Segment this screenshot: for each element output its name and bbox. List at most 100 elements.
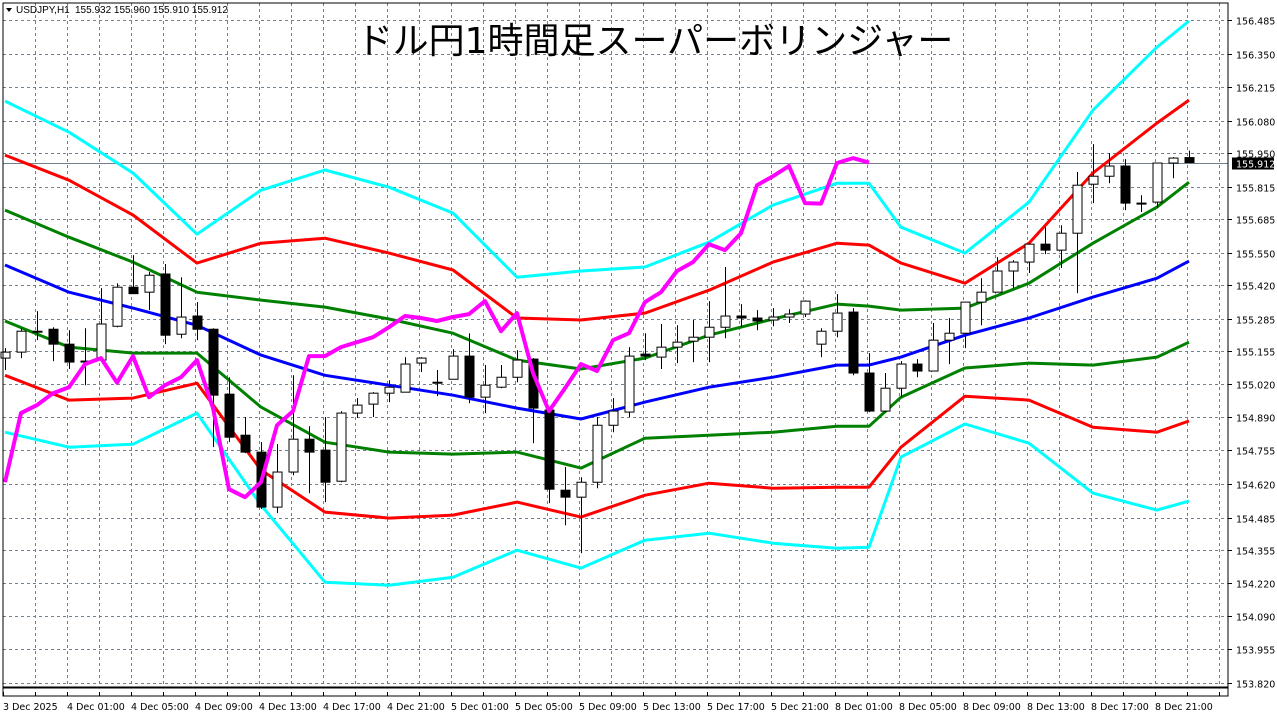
time-label: 5 Dec 09:00 — [579, 702, 637, 713]
candle — [816, 328, 827, 358]
candle — [1184, 150, 1195, 164]
price-label: 153.955 — [1236, 646, 1275, 657]
symbol-label: USDJPY,H1 — [16, 5, 70, 16]
candle — [480, 365, 491, 414]
triangle-down-icon[interactable] — [6, 8, 12, 12]
candle — [544, 409, 555, 504]
candle-body-bearish — [736, 315, 747, 319]
price-label: 154.755 — [1236, 447, 1275, 458]
price-label: 155.285 — [1236, 316, 1275, 327]
candle-body-bearish — [912, 363, 923, 372]
candle-body-bearish — [32, 330, 43, 333]
candle — [288, 375, 299, 476]
candle-body-bearish — [864, 372, 875, 412]
time-label: 4 Dec 17:00 — [323, 702, 381, 713]
time-axis[interactable]: 3 Dec 2025 4 Dec 01:00 4 Dec 05:00 4 Dec 09… — [3, 692, 1220, 713]
candle — [624, 347, 635, 418]
candle — [592, 417, 603, 489]
candle — [240, 417, 251, 454]
price-label: 155.020 — [1236, 381, 1275, 392]
candle-body-bullish — [832, 312, 843, 332]
candle-body-bullish — [1168, 157, 1179, 164]
current-price-box — [1232, 157, 1274, 170]
time-label: 5 Dec 21:00 — [771, 702, 829, 713]
candle — [1072, 172, 1083, 294]
time-label: 8 Dec 17:00 — [1091, 702, 1149, 713]
candle — [416, 357, 427, 373]
candle — [800, 300, 811, 318]
candle-body-bullish — [1088, 175, 1099, 185]
time-label: 4 Dec 21:00 — [387, 702, 445, 713]
price-label: 156.350 — [1236, 51, 1275, 62]
candle-body-bullish — [1072, 184, 1083, 234]
candle-body-bullish — [880, 387, 891, 412]
candle-body-bullish — [336, 412, 347, 482]
candle — [672, 325, 683, 364]
candle — [960, 301, 971, 349]
candle — [272, 444, 283, 514]
price-label: 155.950 — [1236, 150, 1275, 161]
time-label: 8 Dec 05:00 — [899, 702, 957, 713]
candle-body-bullish — [800, 300, 811, 315]
candle — [352, 398, 363, 419]
price-label: 155.815 — [1236, 184, 1275, 195]
candle-body-bullish — [976, 291, 987, 303]
candle-body-bullish — [816, 330, 827, 345]
candle — [176, 277, 187, 339]
price-axis[interactable]: 156.485 156.350 156.215 156.080 155.950 155.8… — [1228, 17, 1275, 691]
candle — [464, 333, 475, 404]
candle — [368, 392, 379, 418]
candle-body-bullish — [576, 481, 587, 498]
time-label: 4 Dec 09:00 — [195, 702, 253, 713]
candles — [0, 144, 1195, 554]
candle — [208, 328, 219, 448]
candle — [0, 348, 11, 371]
candle — [224, 377, 235, 443]
candle-body-bullish — [592, 424, 603, 483]
candle-body-bullish — [768, 316, 779, 321]
price-label: 155.550 — [1236, 250, 1275, 261]
lagging-line — [3, 156, 870, 500]
candle — [992, 257, 1003, 293]
candle — [16, 328, 27, 359]
candle-body-bullish — [896, 363, 907, 389]
current-price-label: 155.912 — [1232, 157, 1275, 171]
candle-body-bullish — [288, 438, 299, 473]
candle — [336, 411, 347, 483]
candle-body-bullish — [1152, 162, 1163, 203]
candle-body-bearish — [544, 409, 555, 490]
candle — [1040, 227, 1051, 255]
candle — [640, 333, 651, 361]
candle-body-bullish — [112, 286, 123, 327]
candle — [576, 477, 587, 554]
candle-body-bullish — [16, 330, 27, 353]
candle — [848, 308, 859, 376]
time-label: 5 Dec 13:00 — [643, 702, 701, 713]
price-label: 154.890 — [1236, 414, 1275, 425]
candle — [832, 294, 843, 338]
candle-body-bullish — [624, 355, 635, 413]
candle — [560, 467, 571, 526]
candle-body-bearish — [208, 328, 219, 396]
candle — [704, 301, 715, 363]
candle — [128, 255, 139, 295]
candle-body-bearish — [432, 381, 443, 384]
candle-body-bullish — [672, 341, 683, 348]
candle — [512, 350, 523, 383]
price-label: 156.080 — [1236, 118, 1275, 129]
candle — [720, 267, 731, 339]
candle-body-bullish — [688, 336, 699, 342]
candle — [864, 353, 875, 413]
candle — [1168, 157, 1179, 179]
price-label: 154.485 — [1236, 515, 1275, 526]
candle-body-bearish — [192, 315, 203, 330]
candle — [1024, 243, 1035, 274]
price-label: 154.355 — [1236, 547, 1275, 558]
time-label: 5 Dec 05:00 — [515, 702, 573, 713]
candle-body-bullish — [1104, 165, 1115, 177]
current-price-text: 155.912 — [1236, 160, 1275, 171]
candle-body-bullish — [352, 404, 363, 414]
time-label: 4 Dec 13:00 — [259, 702, 317, 713]
candle — [912, 359, 923, 378]
